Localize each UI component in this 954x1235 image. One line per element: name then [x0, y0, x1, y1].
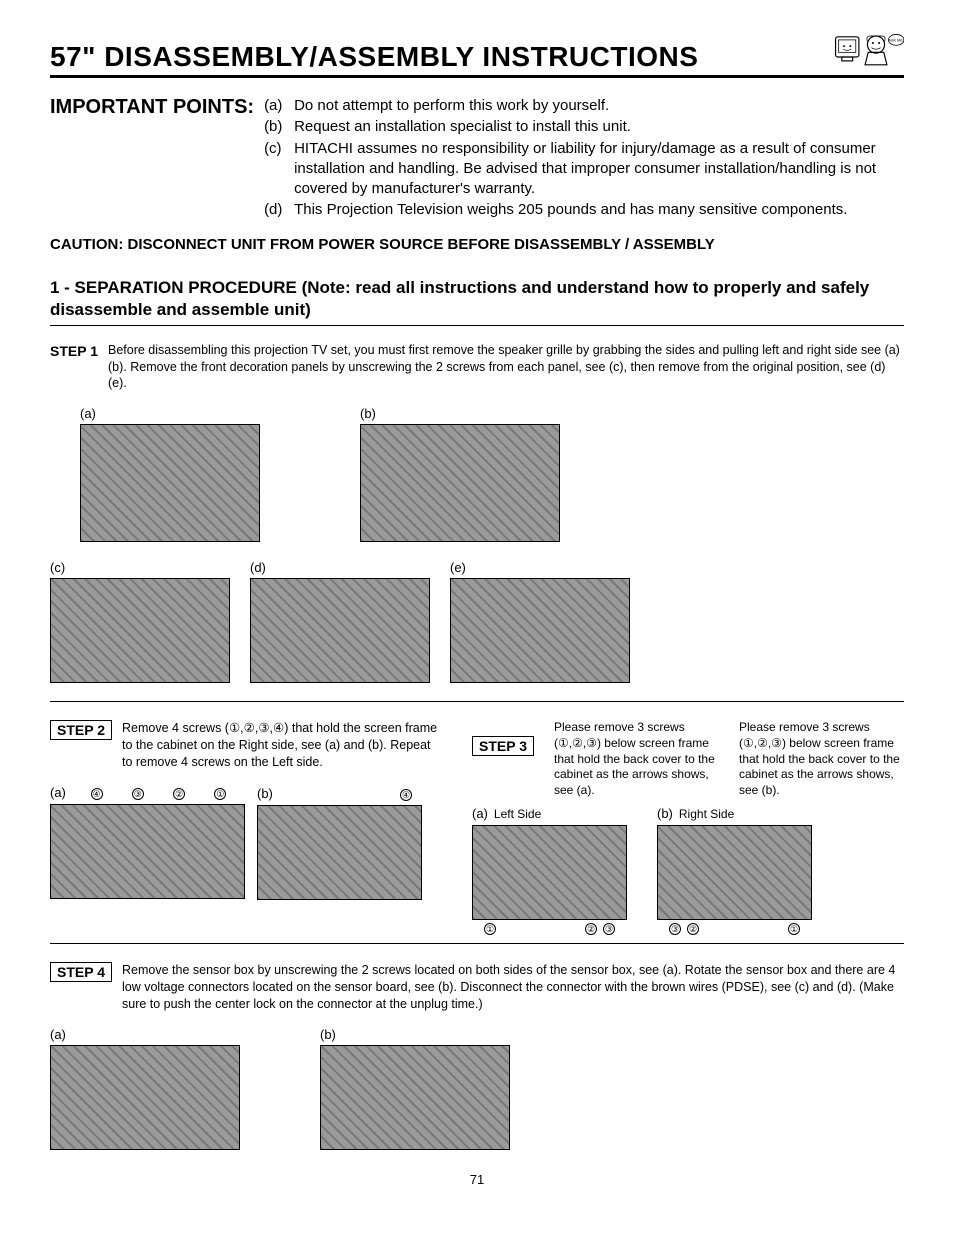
figure-label: (a) — [50, 1027, 240, 1042]
figure-label: (c) — [50, 560, 230, 575]
step-3-text-a: Please remove 3 screws (①,②,③) below scr… — [554, 720, 719, 798]
item-letter: (a) — [264, 96, 294, 116]
caution-text: CAUTION: DISCONNECT UNIT FROM POWER SOUR… — [50, 236, 904, 253]
figure-3a: (a) Left Side ① ② ③ — [472, 806, 627, 935]
screw-marker: ① — [788, 923, 800, 935]
image-placeholder — [250, 578, 430, 683]
figure-label: (b) — [360, 406, 560, 421]
screw-marker: ③ — [132, 788, 144, 800]
image-placeholder — [360, 424, 560, 542]
screw-marker: ② — [687, 923, 699, 935]
item-letter: (c) — [264, 139, 294, 200]
screw-marker: ④ — [400, 789, 412, 801]
step-1-label: STEP 1 — [50, 342, 98, 359]
divider — [50, 943, 904, 944]
image-placeholder — [80, 424, 260, 542]
important-item: (b) Request an installation specialist t… — [264, 117, 904, 137]
page-title: 57" DISASSEMBLY/ASSEMBLY INSTRUCTIONS — [50, 41, 698, 73]
screw-marker: ① — [214, 788, 226, 800]
item-text: This Projection Television weighs 205 po… — [294, 200, 904, 220]
step-2-text: Remove 4 screws (①,②,③,④) that hold the … — [122, 720, 442, 771]
image-placeholder — [257, 805, 422, 900]
side-label: Left Side — [494, 807, 541, 821]
figure-1c: (c) — [50, 560, 230, 683]
important-item: (a) Do not attempt to perform this work … — [264, 96, 904, 116]
figure-label: (a) — [80, 406, 260, 421]
figure-3b: (b) Right Side ③ ② ① — [657, 806, 812, 935]
divider — [50, 701, 904, 702]
figure-2a: (a) ④ ③ ② ① — [50, 785, 245, 900]
important-item: (c) HITACHI assumes no responsibility or… — [264, 139, 904, 200]
title-underline — [50, 75, 904, 78]
image-placeholder — [50, 1045, 240, 1150]
screw-marker: ③ — [669, 923, 681, 935]
important-points-list: (a) Do not attempt to perform this work … — [264, 96, 904, 222]
step-2-label: STEP 2 — [50, 720, 112, 740]
step-4-text: Remove the sensor box by unscrewing the … — [122, 962, 904, 1013]
figure-label: (b) — [657, 806, 673, 821]
screw-marker: ④ — [91, 788, 103, 800]
figure-label: (d) — [250, 560, 430, 575]
image-placeholder — [50, 578, 230, 683]
image-placeholder — [50, 804, 245, 899]
screw-marker: ① — [484, 923, 496, 935]
figure-1d: (d) — [250, 560, 430, 683]
step-3-label: STEP 3 — [472, 736, 534, 756]
ask-me-icon: ASK ME! — [834, 30, 904, 73]
figure-1a: (a) — [80, 406, 260, 542]
figure-1b: (b) — [360, 406, 560, 542]
item-text: HITACHI assumes no responsibility or lia… — [294, 139, 904, 200]
image-placeholder — [320, 1045, 510, 1150]
figure-4b: (b) — [320, 1027, 510, 1150]
figure-label: (e) — [450, 560, 630, 575]
important-points-label: IMPORTANT POINTS: — [50, 96, 254, 119]
item-text: Request an installation specialist to in… — [294, 117, 904, 137]
step-1-text: Before disassembling this projection TV … — [108, 342, 904, 393]
figure-label: (b) — [320, 1027, 510, 1042]
screw-marker: ③ — [603, 923, 615, 935]
image-placeholder — [657, 825, 812, 920]
section-1-heading: 1 - SEPARATION PROCEDURE (Note: read all… — [50, 277, 904, 321]
figure-label: (a) — [50, 785, 66, 800]
screw-marker: ② — [585, 923, 597, 935]
svg-text:ASK ME!: ASK ME! — [888, 37, 904, 42]
important-item: (d) This Projection Television weighs 20… — [264, 200, 904, 220]
section-underline — [50, 325, 904, 326]
item-text: Do not attempt to perform this work by y… — [294, 96, 904, 116]
step-4-label: STEP 4 — [50, 962, 112, 982]
image-placeholder — [450, 578, 630, 683]
item-letter: (d) — [264, 200, 294, 220]
step-3-text-b: Please remove 3 screws (①,②,③) below scr… — [739, 720, 904, 798]
figure-4a: (a) — [50, 1027, 240, 1150]
figure-label: (a) — [472, 806, 488, 821]
figure-2b: (b) ④ — [257, 785, 422, 900]
item-letter: (b) — [264, 117, 294, 137]
figure-1e: (e) — [450, 560, 630, 683]
screw-marker: ② — [173, 788, 185, 800]
figure-label: (b) — [257, 786, 273, 801]
image-placeholder — [472, 825, 627, 920]
side-label: Right Side — [679, 807, 734, 821]
page-number: 71 — [50, 1172, 904, 1187]
